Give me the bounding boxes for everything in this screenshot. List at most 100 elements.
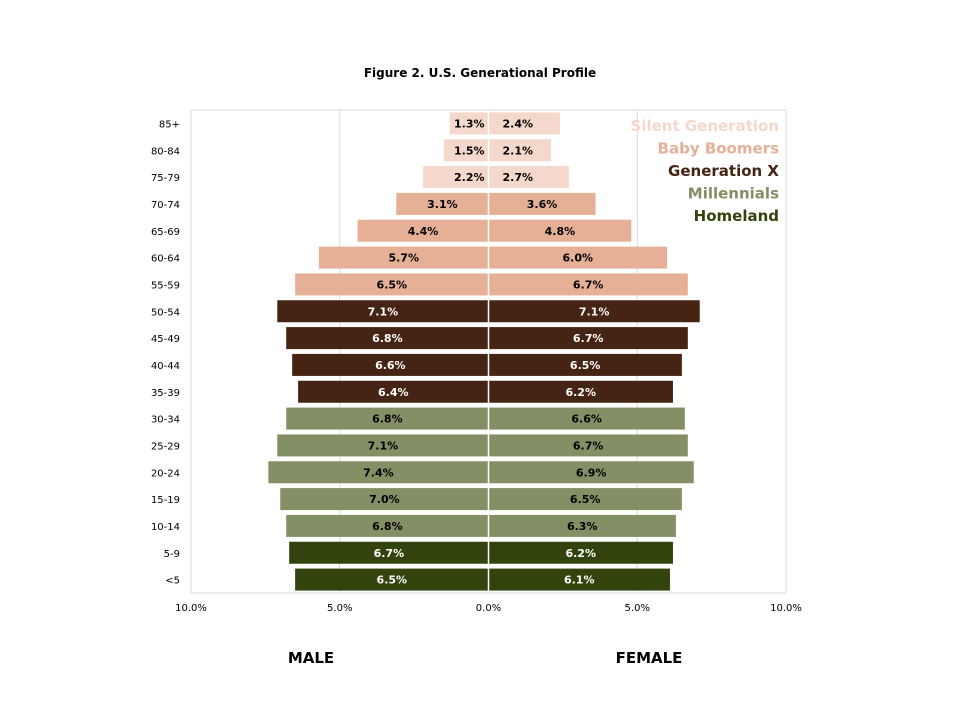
data-label-male: 6.5% [377,278,408,291]
data-label-female: 7.1% [579,305,610,318]
data-label-male: 6.8% [372,332,403,345]
bar-male [423,166,489,189]
bar-female [488,300,700,323]
y-tick-label: 15-19 [151,495,180,506]
bar-female [488,434,688,457]
bar-male [268,461,489,484]
bar-male [289,541,489,564]
data-label-female: 3.6% [527,198,558,211]
bar-female [488,514,676,537]
data-label-male: 7.1% [368,305,399,318]
bar-female [488,192,596,215]
data-label-female: 6.7% [573,439,604,452]
legend-entry: Baby Boomers [658,140,780,158]
bar-female [488,568,670,591]
data-label-female: 4.8% [545,225,576,238]
data-label-female: 2.7% [503,171,534,184]
data-label-female: 6.0% [562,252,593,265]
male-label: MALE [288,649,334,667]
bar-male [286,407,489,430]
y-tick-label: 20-24 [151,468,180,479]
x-tick-label: 0.0% [476,603,501,614]
data-label-male: 7.4% [363,466,394,479]
data-label-male: 1.5% [454,144,485,157]
y-tick-label: 10-14 [151,522,180,533]
bar-female [488,139,551,162]
data-label-female: 6.1% [564,574,595,587]
y-tick-label: 45-49 [151,334,180,345]
bar-female [488,541,673,564]
data-label-male: 6.6% [375,359,406,372]
bar-male [443,139,489,162]
data-label-female: 6.5% [570,359,601,372]
y-tick-label: 65-69 [151,227,180,238]
y-tick-label: 25-29 [151,441,180,452]
y-tick-label: 85+ [159,119,180,130]
y-tick-label: <5 [165,576,180,587]
legend-entry: Millennials [688,185,779,203]
x-tick-label: 5.0% [327,603,352,614]
x-tick-label: 10.0% [175,603,207,614]
bar-male [277,300,489,323]
x-tick-label: 5.0% [625,603,650,614]
bar-female [488,166,569,189]
bar-female [488,407,685,430]
bar-female [488,219,632,242]
chart-title: Figure 2. U.S. Generational Profile [364,66,596,80]
bar-male [318,246,489,269]
bar-male [286,327,489,350]
data-label-female: 6.7% [573,332,604,345]
data-label-male: 6.8% [372,520,403,533]
bar-male [396,192,489,215]
bar-male [298,380,489,403]
data-label-male: 6.7% [374,547,405,560]
y-tick-label: 70-74 [151,200,180,211]
bar-male [280,488,489,511]
bar-male [295,568,489,591]
y-tick-label: 50-54 [151,307,180,318]
bar-male [292,353,489,376]
data-label-male: 2.2% [454,171,485,184]
data-label-female: 6.2% [565,547,596,560]
bar-female [488,273,688,296]
data-label-male: 4.4% [408,225,439,238]
data-label-female: 2.4% [503,117,534,130]
legend-entry: Generation X [668,162,779,180]
bar-female [488,488,682,511]
bar-female [488,380,673,403]
data-label-female: 6.9% [576,466,607,479]
y-tick-label: 40-44 [151,361,180,372]
bar-female [488,112,560,135]
data-label-male: 6.4% [378,386,409,399]
data-label-female: 6.7% [573,278,604,291]
y-tick-label: 30-34 [151,415,180,426]
data-label-female: 6.3% [567,520,598,533]
bar-female [488,246,667,269]
data-label-female: 6.2% [565,386,596,399]
x-tick-label: 10.0% [770,603,802,614]
bar-male [277,434,489,457]
data-label-female: 6.6% [571,413,602,426]
data-label-male: 3.1% [427,198,458,211]
y-tick-label: 75-79 [151,173,180,184]
y-tick-label: 55-59 [151,280,180,291]
data-label-male: 6.8% [372,413,403,426]
data-label-male: 7.0% [369,493,400,506]
data-label-male: 1.3% [454,117,485,130]
bar-male [286,514,489,537]
bar-male [357,219,489,242]
bar-female [488,461,694,484]
data-label-female: 2.1% [503,144,534,157]
bar-male [295,273,489,296]
y-tick-label: 5-9 [164,549,180,560]
bar-female [488,327,688,350]
y-tick-label: 35-39 [151,388,180,399]
legend-entry: Silent Generation [631,117,779,135]
bar-female [488,353,682,376]
data-label-male: 6.5% [377,574,408,587]
data-label-male: 7.1% [368,439,399,452]
data-label-female: 6.5% [570,493,601,506]
y-tick-label: 60-64 [151,254,180,265]
data-label-male: 5.7% [388,252,419,265]
